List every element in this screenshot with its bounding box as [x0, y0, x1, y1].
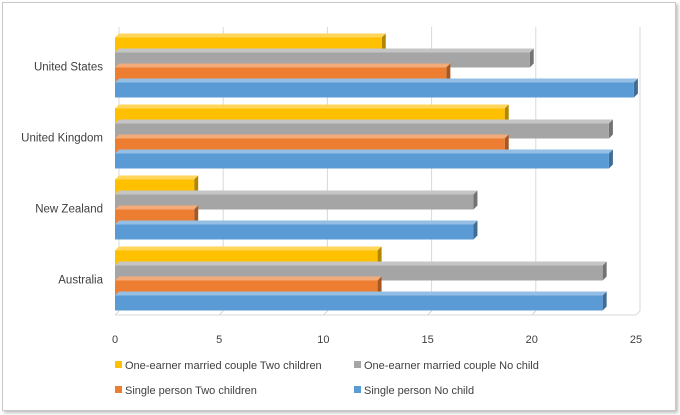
y-category-label: United States [34, 62, 103, 74]
bar-chart: 0 5 10 15 20 25 United States United Kingdom New… [21, 27, 642, 397]
bar [115, 190, 478, 210]
bars [115, 33, 638, 311]
axes: 0 5 10 15 20 25 United States United Kingdom New… [21, 62, 642, 347]
legend-item: One-earner married couple Two children [115, 360, 322, 372]
x-tick-label: 5 [216, 334, 222, 346]
bar [115, 149, 613, 169]
legend: One-earner married couple Two children On… [115, 360, 539, 397]
legend-swatch [115, 386, 122, 393]
x-tick-label: 20 [526, 334, 538, 346]
legend-label: One-earner married couple Two children [125, 360, 322, 372]
x-tick-label: 25 [630, 334, 642, 346]
legend-swatch [115, 361, 122, 368]
legend-item: Single person Two children [115, 385, 257, 397]
bar [115, 78, 638, 98]
y-category-label: United Kingdom [21, 133, 103, 145]
legend-swatch [354, 386, 361, 393]
x-tick-label: 10 [317, 334, 329, 346]
gridline-depth [531, 310, 537, 316]
legend-item: One-earner married couple No child [354, 360, 539, 372]
bar [115, 220, 478, 240]
y-category-label: Australia [58, 275, 103, 287]
gridline-depth [323, 310, 328, 316]
chart-frame: 0 5 10 15 20 25 United States United Kingdom New… [2, 2, 676, 411]
gridline-depth [218, 310, 224, 316]
legend-item: Single person No child [354, 385, 474, 397]
gridline-depth [635, 310, 641, 316]
y-category-label: New Zealand [35, 204, 103, 216]
x-tick-label: 0 [112, 334, 118, 346]
x-tick-label: 15 [421, 334, 433, 346]
legend-label: Single person No child [364, 385, 474, 397]
legend-label: One-earner married couple No child [364, 360, 539, 372]
gridline-depth [427, 310, 432, 316]
legend-swatch [354, 361, 361, 368]
gridline-depth [114, 310, 120, 316]
legend-label: Single person Two children [125, 385, 257, 397]
bar [115, 291, 607, 311]
